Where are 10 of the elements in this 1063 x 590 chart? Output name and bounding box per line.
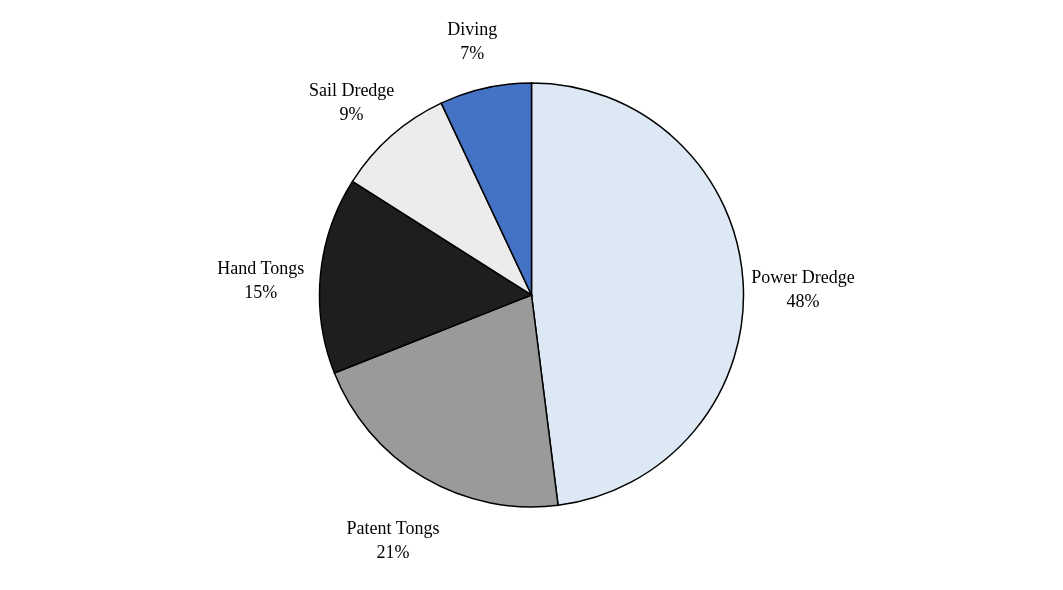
slice-label: Patent Tongs <box>346 518 440 539</box>
data-label: 9% <box>339 103 364 124</box>
data-label: 21% <box>376 542 410 563</box>
data-label: 48% <box>786 290 820 311</box>
slice-label: Diving <box>447 18 498 39</box>
data-label: 7% <box>460 42 485 63</box>
slice-label: Sail Dredge <box>308 79 395 100</box>
slice-label: Hand Tongs <box>217 258 305 279</box>
data-label: 15% <box>244 282 278 303</box>
slice-label: Power Dredge <box>751 266 855 287</box>
